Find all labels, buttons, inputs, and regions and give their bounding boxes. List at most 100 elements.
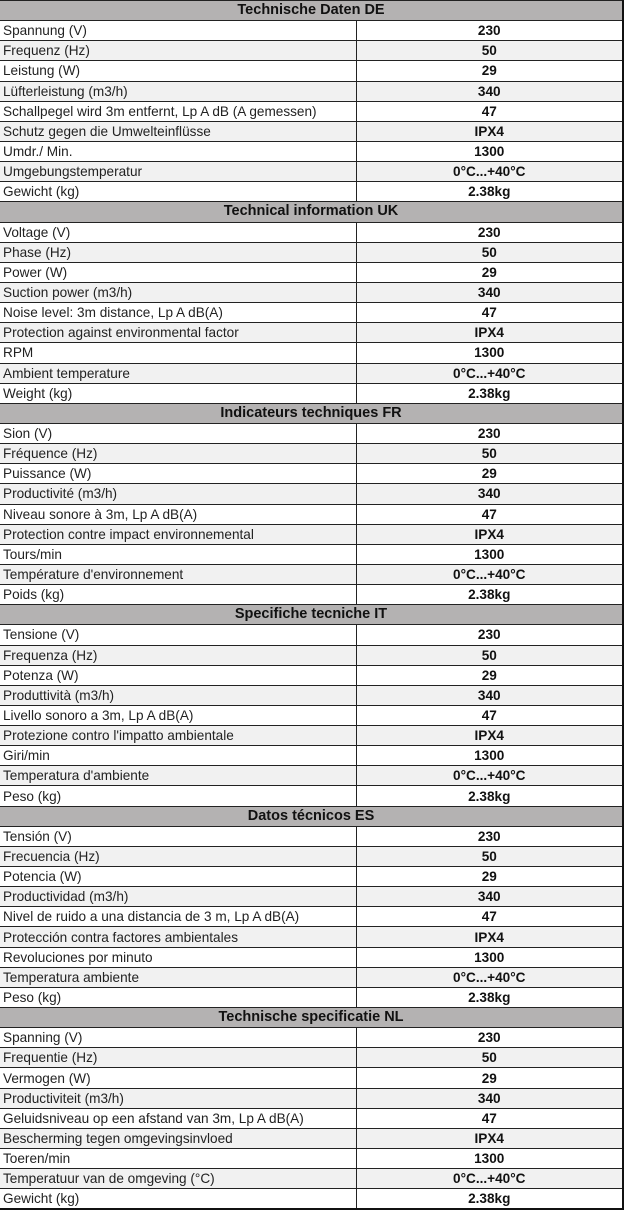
spec-label: Frecuencia (Hz) [0, 845, 357, 868]
spec-label: Nivel de ruido a una distancia de 3 m, L… [0, 906, 357, 928]
spec-value: 340 [356, 483, 624, 505]
spec-label: Schutz gegen die Umwelteinflüsse [0, 120, 357, 142]
table-row: Peso (kg) 2.38kg [0, 785, 624, 807]
spec-label: Productividad (m3/h) [0, 886, 357, 908]
table-row: Produttività (m3/h) 340 [0, 684, 624, 706]
spec-label: Puissance (W) [0, 463, 357, 485]
spec-label: Lüfterleistung (m3/h) [0, 80, 357, 102]
section-header-fr: Indicateurs techniques FR [0, 402, 624, 424]
spec-label: Spannung (V) [0, 20, 357, 42]
table-row: Giri/min 1300 [0, 745, 624, 767]
spec-label: Bescherming tegen omgevingsinvloed [0, 1127, 357, 1150]
spec-value: 230 [356, 825, 624, 847]
spec-label: Niveau sonore à 3m, Lp A dB(A) [0, 503, 357, 525]
table-row: Tensione (V) 230 [0, 624, 624, 646]
spec-label: Tensione (V) [0, 624, 357, 646]
spec-label: Tours/min [0, 543, 357, 565]
spec-label: Fréquence (Hz) [0, 443, 357, 465]
spec-label: RPM [0, 342, 357, 364]
spec-label: Frequenz (Hz) [0, 40, 357, 62]
spec-value: 0°C...+40°C [356, 563, 624, 586]
table-row: Tours/min 1300 [0, 543, 624, 565]
spec-value: 2.38kg [356, 181, 624, 203]
spec-value: 1300 [356, 745, 624, 767]
spec-label: Protección contra factores ambientales [0, 926, 357, 948]
spec-label: Livello sonoro a 3m, Lp A dB(A) [0, 704, 357, 727]
table-row: Suction power (m3/h) 340 [0, 281, 624, 304]
spec-value: 50 [356, 1047, 624, 1069]
spec-value: 50 [356, 241, 624, 263]
table-row: Toeren/min 1300 [0, 1148, 624, 1170]
section-title: Technische specificatie NL [0, 1007, 624, 1029]
spec-value: 1300 [356, 946, 624, 968]
spec-value: IPX4 [356, 725, 624, 747]
table-row: Température d'environnement 0°C...+40°C [0, 563, 624, 586]
table-row: Productividad (m3/h) 340 [0, 886, 624, 908]
spec-label: Productivité (m3/h) [0, 483, 357, 505]
spec-value: 47 [356, 1107, 624, 1129]
spec-label: Produttività (m3/h) [0, 684, 357, 706]
table-row: Poids (kg) 2.38kg [0, 584, 624, 606]
spec-value: 0°C...+40°C [356, 966, 624, 988]
spec-value: 2.38kg [356, 1188, 624, 1210]
spec-value: 47 [356, 704, 624, 727]
spec-label: Productiviteit (m3/h) [0, 1087, 357, 1109]
section-title: Technische Daten DE [0, 0, 624, 22]
section-title: Specifiche tecniche IT [0, 604, 624, 626]
spec-label: Suction power (m3/h) [0, 281, 357, 304]
spec-value: 50 [356, 40, 624, 62]
table-row: Temperatura ambiente 0°C...+40°C [0, 966, 624, 988]
spec-value: IPX4 [356, 1127, 624, 1150]
spec-value: 340 [356, 1087, 624, 1109]
spec-label: Gewicht (kg) [0, 181, 357, 203]
spec-label: Voltage (V) [0, 221, 357, 243]
spec-value: 230 [356, 20, 624, 42]
spec-label: Frequenza (Hz) [0, 644, 357, 666]
spec-value: 47 [356, 906, 624, 928]
spec-label: Ambient temperature [0, 362, 357, 384]
spec-label: Temperatura d'ambiente [0, 765, 357, 787]
spec-label: Sion (V) [0, 422, 357, 445]
spec-value: 1300 [356, 543, 624, 565]
table-row: Frecuencia (Hz) 50 [0, 845, 624, 868]
table-row: Potenza (W) 29 [0, 664, 624, 686]
spec-value: 340 [356, 684, 624, 706]
table-row: Vermogen (W) 29 [0, 1067, 624, 1089]
spec-value: 29 [356, 1067, 624, 1089]
spec-value: 0°C...+40°C [356, 1168, 624, 1190]
table-row: Gewicht (kg) 2.38kg [0, 1188, 624, 1210]
spec-value: 0°C...+40°C [356, 765, 624, 787]
table-row: Umgebungstemperatur 0°C...+40°C [0, 161, 624, 183]
spec-value: 340 [356, 886, 624, 908]
spec-label: Schallpegel wird 3m entfernt, Lp A dB (A… [0, 100, 357, 122]
table-row: Gewicht (kg) 2.38kg [0, 181, 624, 203]
table-row: Sion (V) 230 [0, 422, 624, 445]
spec-label: Potenza (W) [0, 664, 357, 686]
table-row: Frequenza (Hz) 50 [0, 644, 624, 666]
table-row: Productiviteit (m3/h) 340 [0, 1087, 624, 1109]
spec-label: Poids (kg) [0, 584, 357, 606]
table-row: Phase (Hz) 50 [0, 241, 624, 263]
spec-value: 2.38kg [356, 785, 624, 807]
table-row: Power (W) 29 [0, 261, 624, 283]
table-row: Potencia (W) 29 [0, 866, 624, 888]
spec-value: 340 [356, 80, 624, 102]
spec-value: IPX4 [356, 523, 624, 545]
table-row: Puissance (W) 29 [0, 463, 624, 485]
table-row: Noise level: 3m distance, Lp A dB(A) 47 [0, 302, 624, 324]
spec-label: Umdr./ Min. [0, 140, 357, 163]
spec-value: 2.38kg [356, 382, 624, 404]
table-row: Ambient temperature 0°C...+40°C [0, 362, 624, 384]
section-header-es: Datos técnicos ES [0, 805, 624, 827]
table-row: Bescherming tegen omgevingsinvloed IPX4 [0, 1127, 624, 1150]
table-row: Umdr./ Min. 1300 [0, 140, 624, 163]
spec-value: IPX4 [356, 322, 624, 344]
spec-label: Phase (Hz) [0, 241, 357, 263]
section-header-nl: Technische specificatie NL [0, 1007, 624, 1029]
table-row: Fréquence (Hz) 50 [0, 443, 624, 465]
spec-label: Umgebungstemperatur [0, 161, 357, 183]
spec-label: Giri/min [0, 745, 357, 767]
spec-value: 1300 [356, 342, 624, 364]
table-row: Livello sonoro a 3m, Lp A dB(A) 47 [0, 704, 624, 727]
